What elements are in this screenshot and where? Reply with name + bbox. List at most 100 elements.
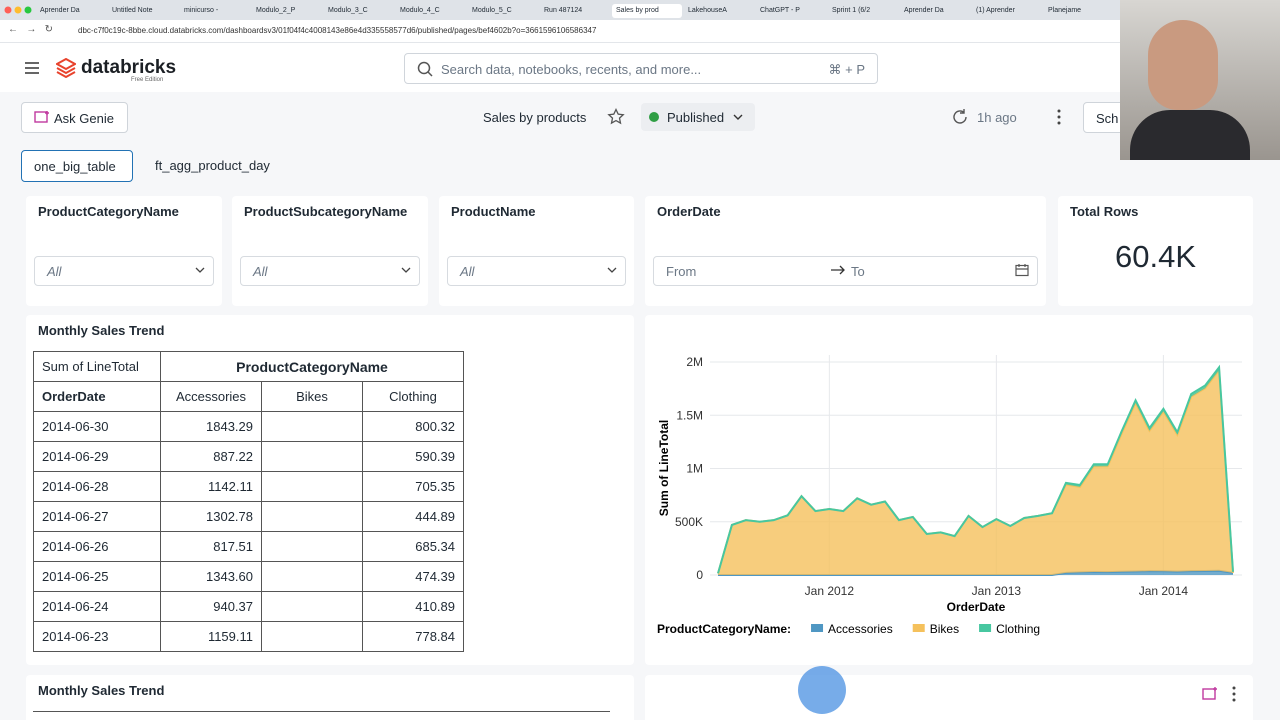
value-cell: 444.89 bbox=[362, 501, 464, 532]
status: Published bbox=[667, 110, 725, 125]
dashboard-title: Sales by products bbox=[483, 110, 587, 125]
value-cell: 685.34 bbox=[362, 531, 464, 562]
filter-card: ProductSubcategoryName All bbox=[232, 196, 428, 306]
value-cell: 1343.60 bbox=[160, 561, 262, 592]
browser-tab[interactable]: Modulo_2_P bbox=[256, 7, 296, 14]
schedule-label: Sch bbox=[1096, 111, 1119, 126]
counter-label: Total Rows bbox=[1070, 204, 1139, 219]
date-from: From bbox=[666, 264, 697, 279]
table-row: 2014-06-24 940.37 410.89 bbox=[33, 591, 464, 622]
browser-tab[interactable]: (1) Aprender bbox=[976, 7, 1015, 14]
widget-title: Monthly Sales Trend bbox=[38, 683, 165, 698]
value-cell: 940.37 bbox=[160, 591, 262, 622]
measure-cell: Sum of LineTotal bbox=[33, 351, 161, 382]
browser-tab[interactable]: Sales by prod bbox=[612, 4, 682, 18]
logo-icon bbox=[56, 58, 76, 78]
nav-buttons[interactable]: ← → ↻ bbox=[8, 24, 54, 35]
table-row: 2014-06-25 1343.60 474.39 bbox=[33, 561, 464, 592]
date-range[interactable]: From To bbox=[653, 256, 1038, 286]
value-cell: 1843.29 bbox=[160, 411, 262, 442]
table-row: 2014-06-27 1302.78 444.89 bbox=[33, 501, 464, 532]
browser-tab[interactable]: LakehouseA bbox=[688, 7, 727, 14]
value-cell: 800.32 bbox=[362, 411, 464, 442]
url[interactable]: dbc-c7f0c19c-8bbe.cloud.databricks.com/d… bbox=[78, 26, 597, 35]
row-field: OrderDate bbox=[33, 381, 161, 412]
published-dropdown[interactable]: Published bbox=[641, 103, 755, 131]
browser-tab[interactable]: Planejame bbox=[1048, 7, 1082, 14]
date-cell: 2014-06-29 bbox=[33, 441, 161, 472]
filter-value: All bbox=[253, 264, 268, 279]
chevron bbox=[401, 267, 411, 273]
webcam-overlay bbox=[1120, 0, 1280, 160]
arrow-icon bbox=[831, 265, 845, 275]
header-row: Sum of LineTotal ProductCategoryName bbox=[33, 351, 464, 382]
page-tab[interactable]: one_big_table bbox=[21, 150, 133, 182]
date-to: To bbox=[851, 264, 865, 279]
browser-tab[interactable]: minicurso - bbox=[184, 7, 219, 14]
page-tab-label: one_big_table bbox=[34, 159, 116, 174]
kebab-menu[interactable] bbox=[1055, 109, 1063, 125]
tab-strip: Aprender Da Untitled Note minicurso - Modul… bbox=[0, 0, 1280, 20]
column-header: Bikes bbox=[261, 381, 363, 412]
chart-card bbox=[645, 315, 1253, 665]
filter-card: ProductName All bbox=[439, 196, 634, 306]
star-icon[interactable] bbox=[607, 108, 625, 126]
browser-tab[interactable]: ChatGPT - P bbox=[760, 7, 800, 14]
date-cell: 2014-06-30 bbox=[33, 411, 161, 442]
window-controls bbox=[4, 6, 32, 14]
browser-tab[interactable]: Modulo_5_C bbox=[472, 7, 512, 14]
search-box[interactable]: Search data, notebooks, recents, and mor… bbox=[404, 53, 878, 84]
filter-card: ProductCategoryName All bbox=[26, 196, 222, 306]
counter-value: 60.4K bbox=[1114, 239, 1196, 274]
value-cell: 817.51 bbox=[160, 531, 262, 562]
column-header: Clothing bbox=[362, 381, 464, 412]
pivot-table: Sum of LineTotal ProductCategoryName Order… bbox=[33, 351, 464, 652]
chart-card bbox=[645, 675, 1253, 720]
value-cell bbox=[261, 531, 363, 562]
date-cell: 2014-06-23 bbox=[33, 621, 161, 652]
filter-select[interactable]: All bbox=[447, 256, 626, 286]
filter-select[interactable]: All bbox=[34, 256, 214, 286]
browser-tab[interactable]: Aprender Da bbox=[904, 7, 944, 14]
value-cell bbox=[261, 411, 363, 442]
filter-select[interactable]: All bbox=[240, 256, 420, 286]
page-tab[interactable]: ft_agg_product_day bbox=[155, 158, 270, 173]
widget-actions[interactable] bbox=[1202, 686, 1242, 702]
menu-icon[interactable] bbox=[24, 61, 40, 75]
table-row: 2014-06-30 1843.29 800.32 bbox=[33, 411, 464, 442]
filter-label: ProductSubcategoryName bbox=[244, 204, 408, 219]
value-cell bbox=[261, 471, 363, 502]
search-shortcut: ⌘ + P bbox=[828, 62, 866, 77]
pivot-card: Monthly Sales Trend bbox=[26, 675, 634, 720]
refresh-icon[interactable] bbox=[951, 108, 969, 126]
browser-tab[interactable]: Aprender Da bbox=[40, 7, 80, 14]
value-cell: 778.84 bbox=[362, 621, 464, 652]
column-header: Accessories bbox=[160, 381, 262, 412]
browser-tab[interactable]: Untitled Note bbox=[112, 7, 153, 14]
counter-card: Total Rows 60.4K bbox=[1058, 196, 1253, 306]
calendar-icon[interactable] bbox=[1015, 263, 1029, 277]
pivot-card: Monthly Sales Trend Sum of LineTotal Prod… bbox=[26, 315, 634, 665]
header-row: OrderDate Accessories Bikes Clothing bbox=[33, 381, 464, 412]
search-placeholder: Search data, notebooks, recents, and mor… bbox=[441, 62, 702, 77]
date-cell: 2014-06-27 bbox=[33, 501, 161, 532]
refreshed: 1h ago bbox=[977, 110, 1017, 125]
address-bar: ← → ↻ dbc-c7f0c19c-8bbe.cloud.databricks… bbox=[0, 20, 1280, 43]
logo[interactable]: databricks bbox=[81, 57, 177, 78]
value-cell: 705.35 bbox=[362, 471, 464, 502]
chevron bbox=[195, 267, 205, 273]
table-row: 2014-06-28 1142.11 705.35 bbox=[33, 471, 464, 502]
browser-tab[interactable]: Sprint 1 (6/2 bbox=[832, 7, 871, 14]
value-cell: 1302.78 bbox=[160, 501, 262, 532]
browser-tab[interactable]: Run 487124 bbox=[544, 7, 583, 14]
ask-genie-button[interactable]: Ask Genie bbox=[21, 102, 128, 133]
value-cell: 1142.11 bbox=[160, 471, 262, 502]
cursor-highlight bbox=[798, 666, 846, 714]
table-row: 2014-06-23 1159.11 778.84 bbox=[33, 621, 464, 652]
browser-tab[interactable]: Modulo_4_C bbox=[400, 7, 440, 14]
filter-label: ProductCategoryName bbox=[38, 204, 179, 219]
date-cell: 2014-06-26 bbox=[33, 531, 161, 562]
table-edge bbox=[33, 711, 610, 712]
browser-tab[interactable]: Modulo_3_C bbox=[328, 7, 368, 14]
